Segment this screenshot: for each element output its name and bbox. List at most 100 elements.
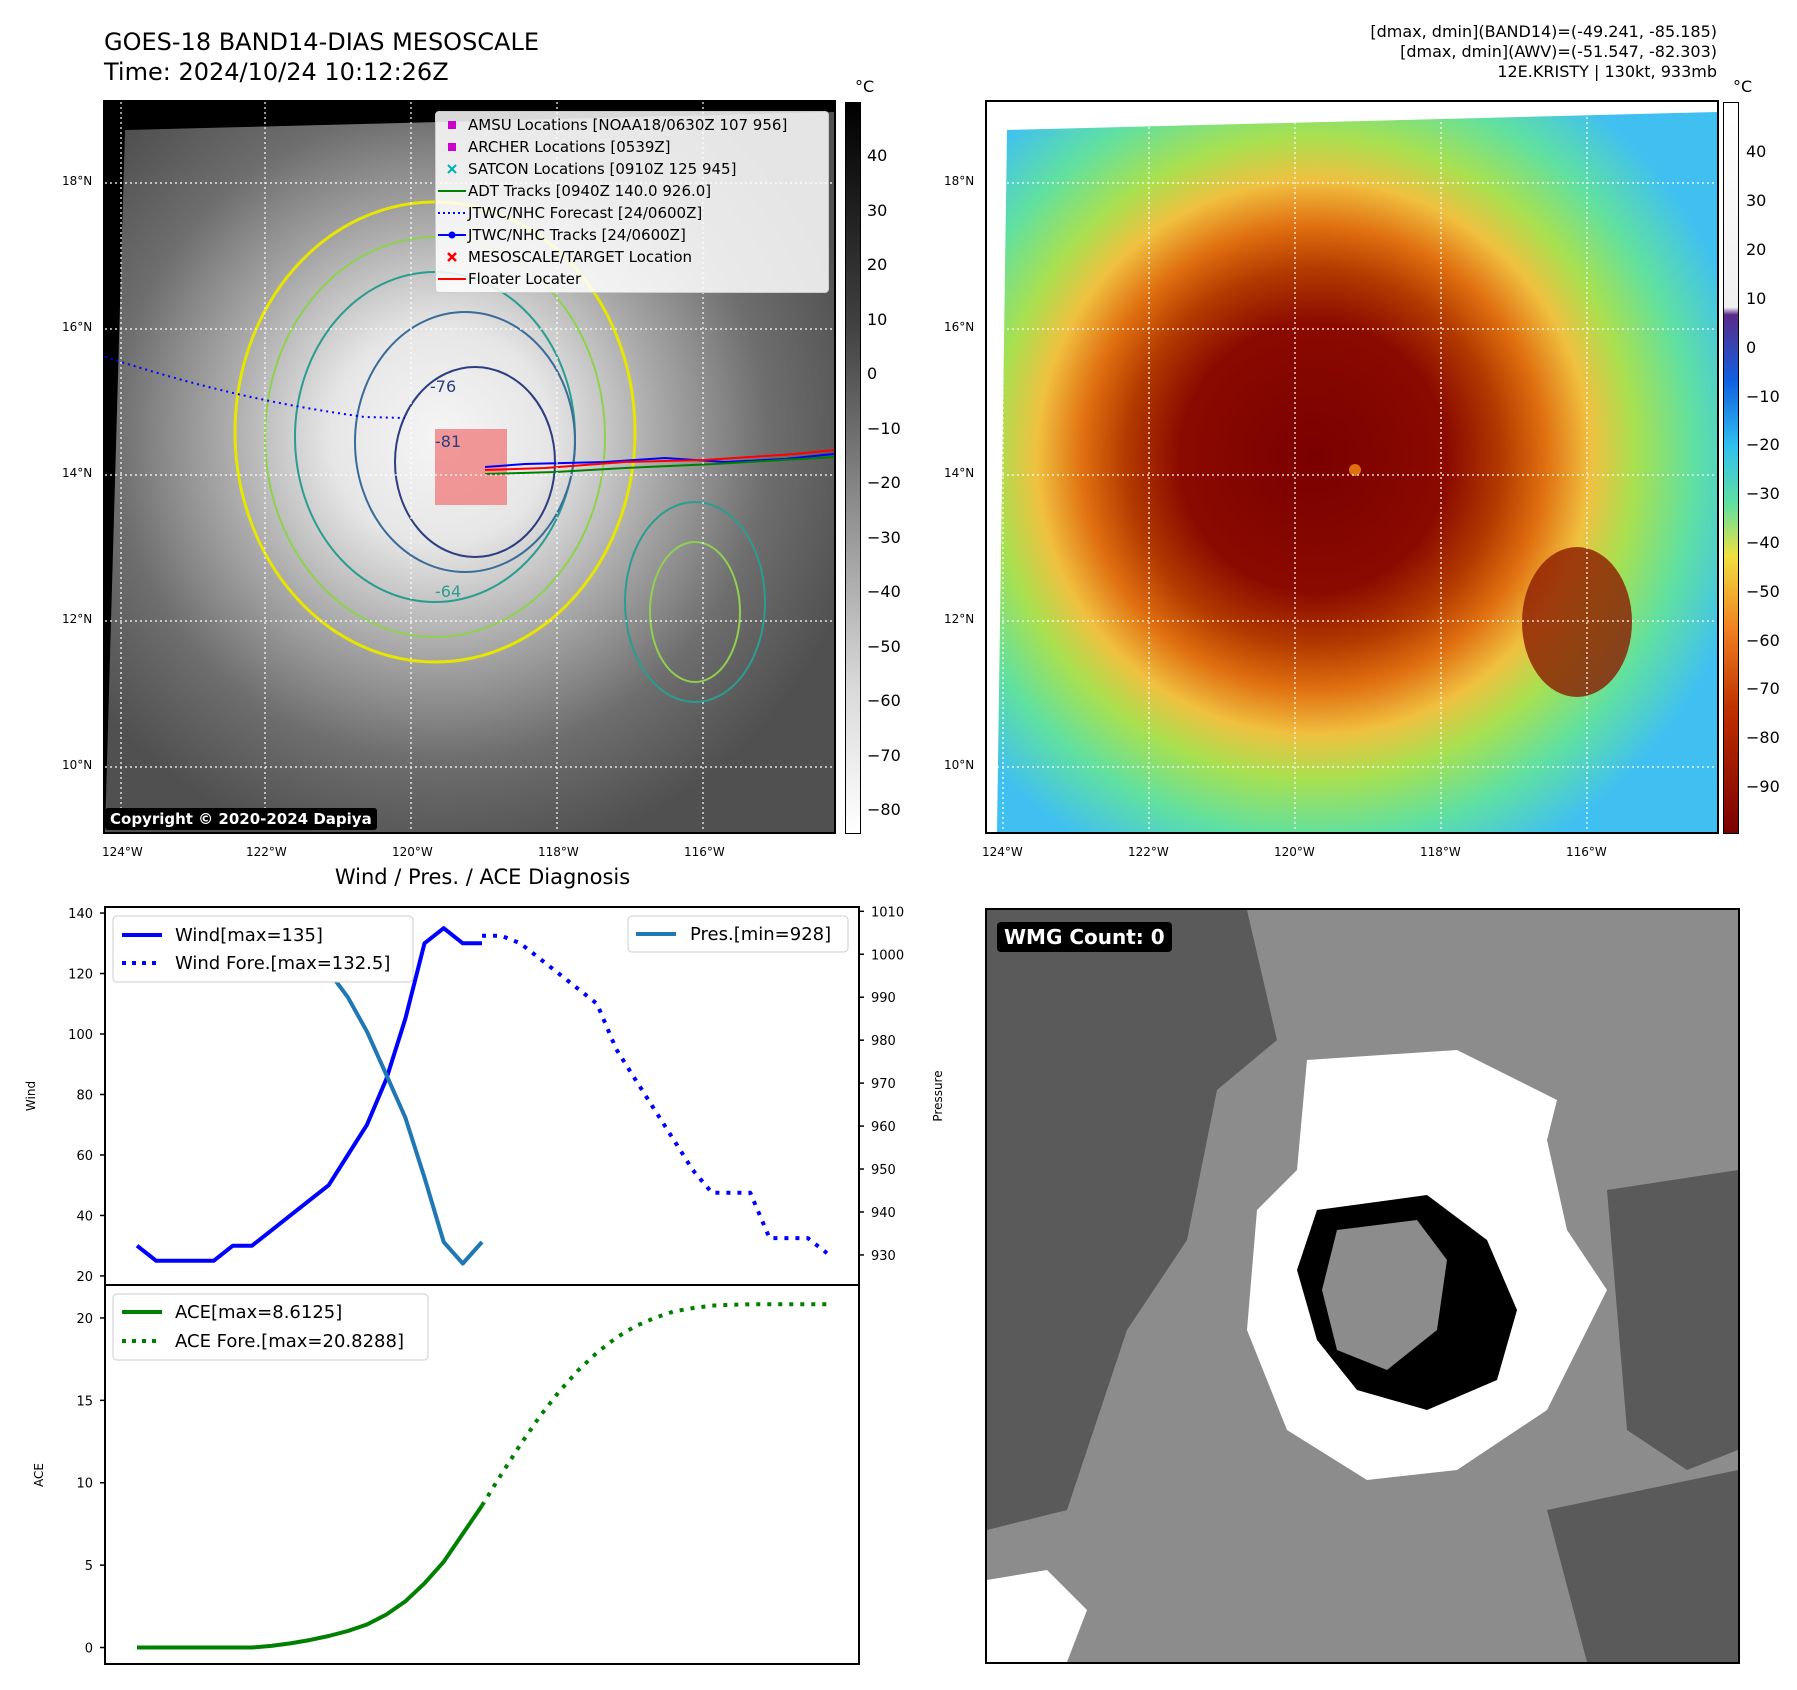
pressure-tick-label: 930	[871, 1249, 896, 1264]
pressure-tick-label: 1010	[871, 905, 904, 920]
lat-label: 16°N	[62, 320, 93, 334]
legend-acefore-label: ACE Fore.[max=20.8288]	[175, 1331, 404, 1352]
lat-label: 10°N	[62, 758, 93, 772]
ace-line	[137, 1504, 484, 1650]
wind-y-ticks: 20 40 60 80 100 120 140	[68, 907, 105, 1285]
contour-label: -64	[435, 582, 461, 601]
ace-tick-label: 5	[85, 1559, 93, 1574]
cbar-tick: 30	[867, 201, 888, 220]
wind-tick-label: 100	[68, 1028, 93, 1043]
wmg-count-badge: WMG Count: 0	[997, 922, 1172, 952]
lat-label: 18°N	[62, 174, 93, 188]
lon-label: 124°W	[982, 845, 1023, 859]
lon-label: 120°W	[1274, 845, 1315, 859]
contour-band-east-inner	[649, 541, 741, 683]
contour-label: -76	[430, 377, 456, 396]
wind-axis-label: Wind	[24, 1081, 38, 1111]
cbar-tick: −80	[1746, 728, 1780, 747]
floater-track	[484, 449, 834, 471]
legend-item: JTWC/NHC Forecast [24/0600Z]	[438, 204, 703, 222]
enhanced-ir-image	[987, 102, 1717, 832]
cbar-tick: −10	[867, 419, 901, 438]
ir-map-panel: -76 -81 -64 Copyright © 2020-2024 Dapiya…	[103, 100, 836, 834]
cbar-tick: −20	[1746, 435, 1780, 454]
cbar-tick: 30	[1746, 191, 1767, 210]
colorbar-unit: °C	[1733, 77, 1753, 96]
adt-track	[484, 456, 834, 475]
lat-label: 12°N	[944, 612, 975, 626]
contour-blue	[354, 311, 576, 573]
eye	[1349, 464, 1361, 476]
wind-legend	[112, 915, 414, 983]
colorbar-grayscale	[845, 102, 861, 834]
ace-legend	[112, 1293, 429, 1361]
cbar-tick: −10	[1746, 387, 1780, 406]
cbar-tick: −60	[1746, 631, 1780, 650]
copyright-badge: Copyright © 2020-2024 Dapiya	[105, 808, 377, 830]
cbar-tick: 0	[867, 364, 878, 383]
east-band-cold	[1522, 547, 1632, 697]
cbar-tick: 10	[1746, 289, 1767, 308]
diagnosis-title: Wind / Pres. / ACE Diagnosis	[334, 865, 631, 889]
cbar-tick: −50	[867, 637, 901, 656]
cbar-tick: −40	[867, 582, 901, 601]
legend-wind-label: Wind[max=135]	[175, 925, 323, 946]
lon-label: 118°W	[538, 845, 579, 859]
lon-label: 116°W	[684, 845, 725, 859]
wind-tick-label: 40	[76, 1209, 93, 1224]
colorbar-enhanced	[1723, 102, 1739, 834]
legend-item: JTWC/NHC Tracks [24/0600Z]	[436, 224, 828, 246]
lon-label: 116°W	[1566, 845, 1607, 859]
wmg-panel: WMG Count: 0	[985, 908, 1740, 1664]
storm-info: 12E.KRISTY | 130kt, 933mb	[1497, 62, 1717, 81]
ace-tick-label: 0	[85, 1642, 93, 1657]
wmg-dark-region	[987, 910, 1277, 1530]
cbar-tick: −30	[867, 528, 901, 547]
figure-time: Time: 2024/10/24 10:12:26Z	[104, 58, 449, 86]
cbar-tick: 40	[867, 146, 888, 165]
pressure-tick-label: 970	[871, 1077, 896, 1092]
cbar-tick: −60	[867, 691, 901, 710]
pressure-axis-label: Pressure	[931, 1070, 945, 1121]
wind-tick-label: 60	[76, 1149, 93, 1164]
cbar-tick: −70	[867, 746, 901, 765]
pressure-legend	[627, 915, 849, 953]
lon-label: 122°W	[1128, 845, 1169, 859]
lat-label: 14°N	[62, 466, 93, 480]
lat-label: 16°N	[944, 320, 975, 334]
enhanced-map-gridlines	[987, 102, 1717, 832]
lon-label: 124°W	[102, 845, 143, 859]
wmg-eye	[1322, 1220, 1447, 1370]
ace-tick-label: 20	[76, 1312, 93, 1327]
legend-item: MESOSCALE/TARGET Location	[436, 246, 828, 268]
legend-item: AMSU Locations [NOAA18/0630Z 107 956]	[436, 114, 828, 136]
wmg-dark-region	[1607, 1170, 1738, 1470]
wind-forecast-line	[482, 933, 829, 1255]
cbar-tick: 40	[1746, 142, 1767, 161]
lat-label: 12°N	[62, 612, 93, 626]
cbar-tick: 20	[867, 255, 888, 274]
cbar-tick: −20	[867, 473, 901, 492]
lon-label: 122°W	[246, 845, 287, 859]
wmg-white-patch	[987, 1570, 1087, 1662]
legend-item: ARCHER Locations [0539Z]	[436, 136, 828, 158]
ace-y-ticks: 0 5 10 15 20	[76, 1312, 105, 1657]
wind-tick-label: 20	[76, 1270, 93, 1285]
lon-label: 120°W	[392, 845, 433, 859]
pressure-tick-label: 990	[871, 991, 896, 1006]
wmg-dark-region	[1547, 1470, 1738, 1662]
contour-band-east	[624, 501, 766, 703]
ace-series-group	[137, 1302, 827, 1650]
pressure-tick-label: 980	[871, 1034, 896, 1049]
cbar-tick: −80	[867, 800, 901, 819]
cbar-tick: −70	[1746, 679, 1780, 698]
lon-label: 118°W	[1420, 845, 1461, 859]
cbar-tick: 20	[1746, 240, 1767, 259]
pressure-y-ticks: 930 940 950 960 970 980 990 1000 1010	[859, 905, 904, 1264]
forecast-track	[105, 356, 406, 419]
wind-tick-label: 80	[76, 1088, 93, 1103]
ace-forecast-line	[480, 1302, 827, 1507]
wmg-image	[987, 910, 1738, 1662]
dmax-band14: [dmax, dmin](BAND14)=(-49.241, -85.185)	[1370, 22, 1717, 41]
contour-navy	[394, 366, 556, 558]
